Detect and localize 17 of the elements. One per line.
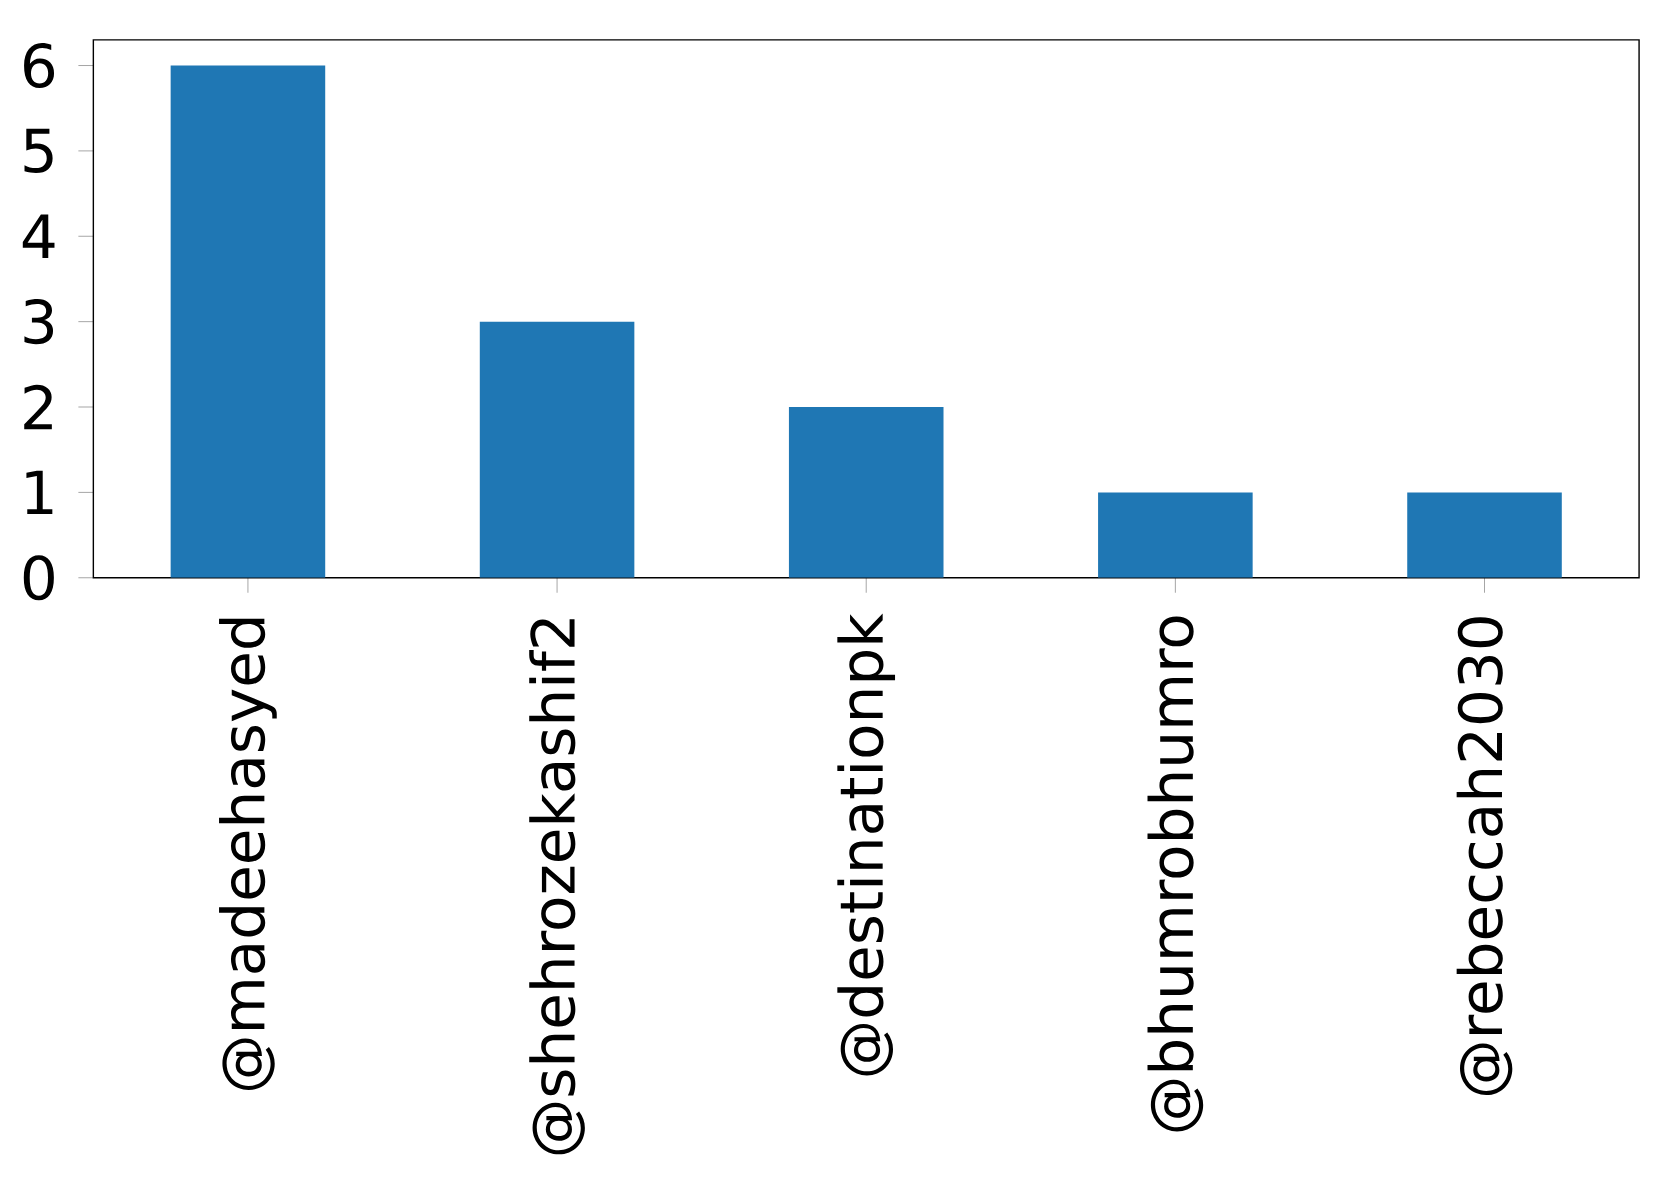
y-tick-label: 2: [24, 384, 52, 429]
y-tick-label: 3: [24, 298, 54, 344]
bar: [1098, 492, 1253, 578]
bar: [788, 406, 944, 578]
bar: [170, 65, 326, 578]
x-tick-label: @shehrozekashif2: [529, 619, 585, 1155]
bar: [1407, 492, 1562, 578]
bar: [479, 321, 635, 578]
y-tick-label: 1: [26, 470, 53, 514]
x-tick-label: @destinationpk: [837, 613, 896, 1076]
x-tick-label: @madeehasyed: [219, 618, 277, 1090]
y-tick-label: 6: [24, 42, 55, 88]
y-tick-label: 5: [24, 128, 53, 173]
y-tick-label: 4: [22, 214, 55, 258]
x-tick-label: @rebeccah2030: [1456, 616, 1513, 1095]
y-tick-label: 0: [23, 554, 54, 601]
x-tick-label: @bhumrobhumro: [1147, 616, 1204, 1132]
